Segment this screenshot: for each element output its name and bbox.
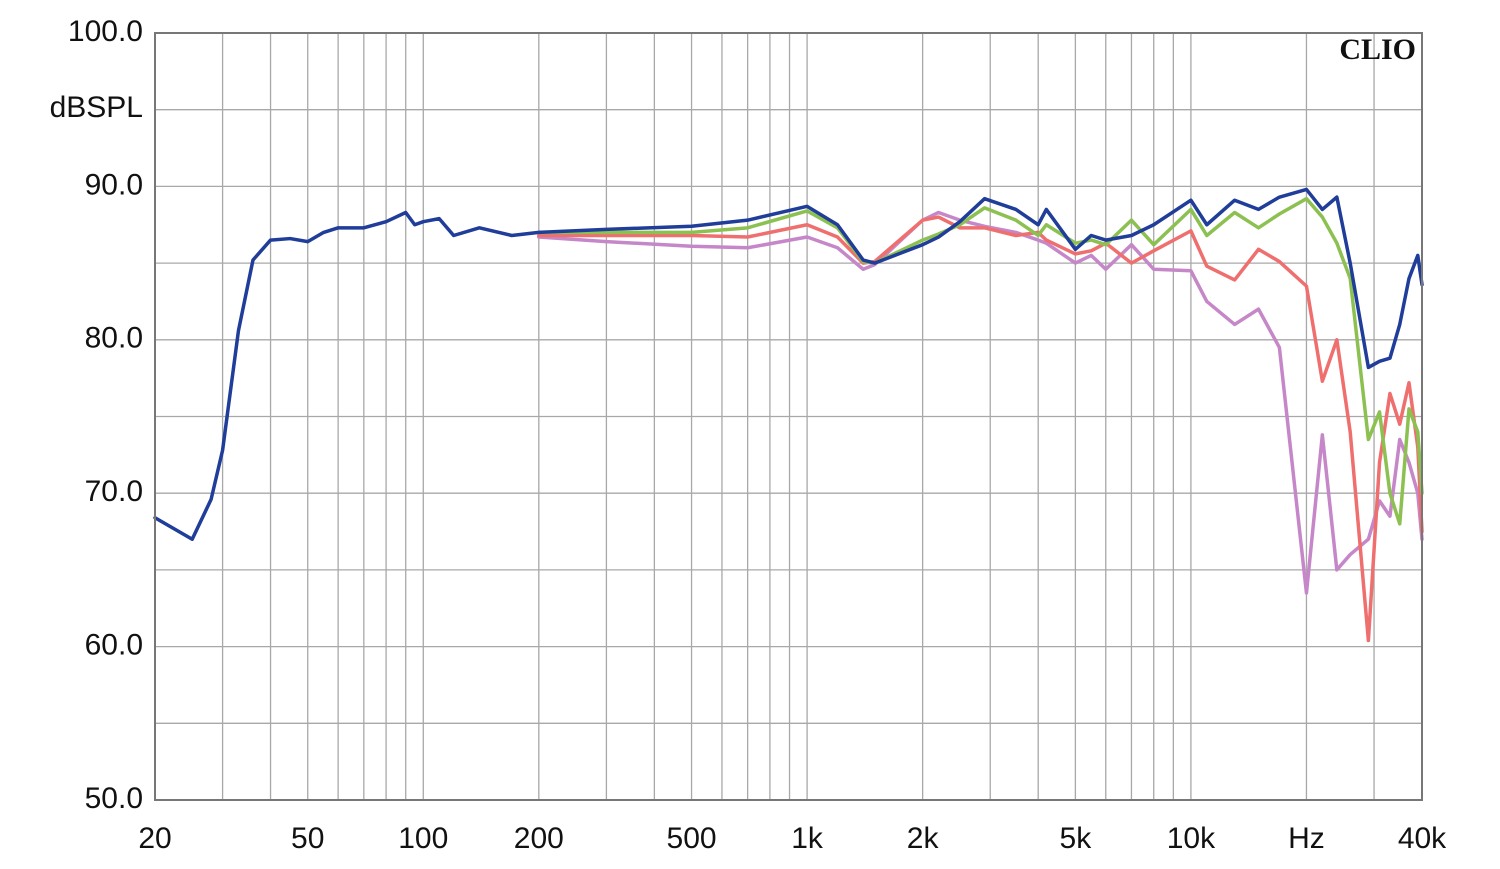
y-tick-label: 100.0 [68, 15, 143, 48]
y-tick-label: 60.0 [85, 629, 143, 662]
x-tick-label: 5k [1060, 822, 1093, 855]
x-tick-label: 200 [514, 822, 564, 855]
lines [153, 187, 1424, 643]
y-tick-label: 90.0 [85, 168, 143, 201]
x-tick-label: 100 [398, 822, 448, 855]
x-tick-label: 2k [907, 822, 940, 855]
x-tick-label: 20 [138, 822, 171, 855]
labels: dBSPL CLIO 50.0 60.0 70.0 80.0 90.0 100.0 20 50… [50, 15, 1448, 855]
x-tick-label: 50 [291, 822, 324, 855]
y-tick-label: 50.0 [85, 782, 143, 815]
x-tick-label: 500 [667, 822, 717, 855]
series-line [537, 210, 1424, 595]
x-tick-label: 10k [1167, 822, 1216, 855]
y-tick-label: 80.0 [85, 322, 143, 355]
x-tick-label: 40k [1398, 822, 1447, 855]
y-tick-label: 70.0 [85, 475, 143, 508]
y-axis-label: dBSPL [50, 91, 143, 124]
watermark: CLIO [1339, 33, 1416, 66]
series-line [153, 187, 1424, 541]
plot-frame [154, 32, 1423, 801]
x-tick-label: 1k [791, 822, 824, 855]
x-tick-label: Hz [1288, 822, 1325, 855]
